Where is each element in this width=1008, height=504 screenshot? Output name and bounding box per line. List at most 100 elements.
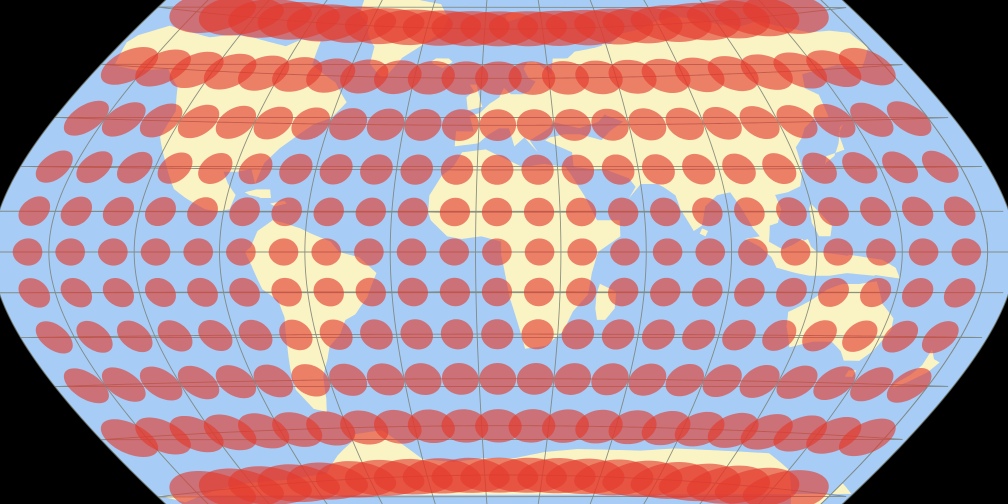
tissot-indicatrix (818, 277, 849, 307)
tissot-indicatrix (762, 319, 797, 351)
tissot-indicatrix (475, 409, 522, 443)
tissot-indicatrix (354, 238, 384, 266)
tissot-indicatrix (291, 107, 331, 140)
tissot-indicatrix (177, 365, 220, 400)
tissot-indicatrix (215, 105, 257, 139)
tissot-indicatrix (722, 153, 756, 185)
tissot-indicatrix (440, 154, 474, 185)
tissot-indicatrix (144, 197, 176, 227)
tissot-indicatrix (439, 238, 469, 266)
tissot-indicatrix (838, 418, 896, 457)
tissot-indicatrix (139, 366, 183, 401)
tissot-indicatrix (802, 320, 837, 352)
tissot-indicatrix (441, 409, 489, 443)
tissot-indicatrix (866, 238, 896, 266)
tissot-indicatrix (35, 321, 73, 354)
tissot-indicatrix (591, 108, 629, 141)
tissot-indicatrix (366, 363, 405, 396)
tissot-indicatrix (404, 108, 442, 141)
tissot-indicatrix (516, 109, 554, 141)
tissot-indicatrix (742, 0, 829, 34)
tissot-indicatrix (360, 154, 393, 185)
tissot-indicatrix (319, 154, 353, 185)
tissot-indicatrix (440, 319, 474, 350)
tissot-indicatrix (268, 238, 299, 266)
tissot-indicatrix (838, 47, 896, 86)
tissot-indicatrix (692, 197, 723, 227)
tissot-indicatrix (397, 197, 428, 227)
tissot-indicatrix (734, 197, 765, 227)
tissot-indicatrix (407, 409, 455, 444)
tissot-indicatrix (397, 277, 428, 307)
tissot-indicatrix (642, 319, 675, 350)
tissot-indicatrix (608, 197, 639, 227)
tissot-indicatrix (650, 197, 681, 227)
tissot-indicatrix (253, 364, 294, 398)
tissot-indicatrix (229, 277, 260, 307)
tissot-indicatrix (742, 470, 829, 504)
tissot-indicatrix (319, 319, 353, 350)
tissot-indicatrix (521, 319, 554, 350)
tissot-indicatrix (60, 196, 93, 226)
tissot-indicatrix (100, 47, 159, 85)
tissot-indicatrix (682, 319, 716, 351)
tissot-indicatrix (695, 238, 726, 266)
tissot-indicatrix (481, 197, 513, 227)
tissot-indicatrix (404, 363, 442, 396)
tissot-indicatrix (198, 320, 233, 352)
tissot-indicatrix (508, 61, 556, 95)
tissot-indicatrix (177, 104, 220, 139)
tissot-indicatrix (279, 319, 313, 351)
tissot-indicatrix (886, 368, 932, 403)
tissot-indicatrix (702, 106, 742, 140)
tissot-indicatrix (139, 103, 183, 138)
tissot-indicatrix (610, 238, 640, 266)
tissot-indicatrix (951, 238, 982, 266)
tissot-indicatrix (566, 197, 597, 227)
tissot-indicatrix (400, 154, 433, 185)
tissot-indicatrix (650, 277, 681, 307)
tissot-indicatrix (313, 197, 344, 227)
tissot-indicatrix (739, 106, 780, 140)
tissot-indicatrix (776, 365, 818, 399)
tissot-indicatrix (842, 320, 878, 352)
tissot-indicatrix (554, 109, 592, 141)
tissot-indicatrix (523, 197, 555, 227)
tissot-indicatrix (475, 61, 522, 95)
tissot-indicatrix (271, 277, 302, 307)
tissot-indicatrix (441, 363, 479, 395)
tissot-indicatrix (860, 277, 892, 308)
tissot-indicatrix (882, 151, 919, 184)
tissot-indicatrix (738, 238, 768, 266)
tissot-indicatrix (566, 277, 597, 307)
tissot-indicatrix (60, 278, 93, 308)
tissot-indicatrix (100, 419, 159, 457)
tissot-indicatrix (355, 197, 386, 227)
tissot-indicatrix (850, 367, 894, 402)
tissot-indicatrix (400, 319, 433, 350)
tissot-indicatrix (187, 197, 218, 227)
tissot-indicatrix-layer (12, 0, 982, 504)
land-british-isles (466, 84, 483, 110)
tissot-indicatrix (860, 196, 892, 227)
tissot-indicatrix (117, 320, 153, 353)
tissot-indicatrix (734, 277, 765, 307)
tissot-indicatrix (279, 153, 313, 185)
tissot-indicatrix (601, 319, 635, 350)
tissot-indicatrix (313, 277, 344, 307)
tissot-indicatrix (253, 106, 294, 140)
tissot-indicatrix (886, 101, 932, 136)
tissot-indicatrix (850, 102, 894, 137)
tissot-indicatrix (157, 320, 193, 352)
tissot-indicatrix (739, 364, 780, 398)
tissot-indicatrix (567, 238, 597, 266)
tissot-indicatrix (18, 278, 51, 308)
land-cuba-sub (244, 189, 263, 198)
tissot-indicatrix (481, 319, 514, 350)
tissot-indicatrix (943, 278, 976, 308)
tissot-indicatrix (608, 277, 639, 307)
tissot-indicatrix (35, 150, 73, 183)
tissot-indicatrix (762, 153, 797, 185)
tissot-indicatrix (682, 153, 716, 185)
